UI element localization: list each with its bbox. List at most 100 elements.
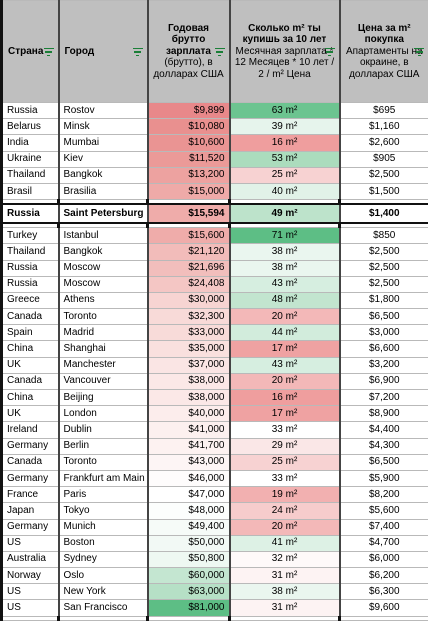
salary-cell[interactable]: $11,520	[148, 151, 230, 167]
country-cell[interactable]: Russia	[2, 260, 59, 276]
price-cell[interactable]: $5,900	[340, 470, 428, 486]
city-cell[interactable]: Saint Petersburg	[59, 204, 148, 223]
sqm-cell[interactable]: 17 m²	[230, 406, 340, 422]
salary-cell[interactable]: $43,000	[148, 454, 230, 470]
city-cell[interactable]: San Francisco	[59, 600, 148, 616]
country-cell[interactable]: Thailand	[2, 167, 59, 183]
filter-icon[interactable]	[215, 48, 225, 57]
salary-cell[interactable]: $38,000	[148, 373, 230, 389]
sqm-cell[interactable]: 31 m²	[230, 600, 340, 616]
city-cell[interactable]: Vancouver	[59, 373, 148, 389]
sqm-cell[interactable]: 41 m²	[230, 535, 340, 551]
price-cell[interactable]: $9,600	[340, 600, 428, 616]
price-cell[interactable]: $6,000	[340, 551, 428, 567]
price-cell[interactable]: $6,500	[340, 454, 428, 470]
price-cell[interactable]: $6,900	[340, 373, 428, 389]
salary-cell[interactable]: $33,000	[148, 325, 230, 341]
sqm-cell[interactable]: 49 m²	[230, 204, 340, 223]
sqm-cell[interactable]: 24 m²	[230, 503, 340, 519]
price-cell[interactable]: $1,500	[340, 183, 428, 199]
salary-cell[interactable]: $63,000	[148, 584, 230, 600]
sqm-cell[interactable]: 33 m²	[230, 422, 340, 438]
price-cell[interactable]: $7,400	[340, 519, 428, 535]
city-cell[interactable]: Sydney	[59, 551, 148, 567]
sqm-cell[interactable]: 53 m²	[230, 151, 340, 167]
sqm-cell[interactable]: 38 m²	[230, 584, 340, 600]
city-cell[interactable]: Istanbul	[59, 228, 148, 244]
country-cell[interactable]: China	[2, 341, 59, 357]
city-cell[interactable]: Toronto	[59, 309, 148, 325]
price-cell[interactable]: $8,200	[340, 487, 428, 503]
price-cell[interactable]: $1,400	[340, 204, 428, 223]
sqm-cell[interactable]: 31 m²	[230, 568, 340, 584]
header-country[interactable]: Страна	[2, 1, 59, 103]
header-sqm[interactable]: Сколько m² ты купишь за 10 лет Месячная …	[230, 1, 340, 103]
country-cell[interactable]: India	[2, 135, 59, 151]
salary-cell[interactable]: $21,696	[148, 260, 230, 276]
header-price[interactable]: Цена за m² покупка Апартаменты на окраин…	[340, 1, 428, 103]
city-cell[interactable]: Madrid	[59, 325, 148, 341]
country-cell[interactable]: Norway	[2, 568, 59, 584]
price-cell[interactable]: $6,300	[340, 584, 428, 600]
country-cell[interactable]: Russia	[2, 204, 59, 223]
salary-cell[interactable]: $15,600	[148, 228, 230, 244]
salary-cell[interactable]: $9,899	[148, 103, 230, 119]
country-cell[interactable]: Brasil	[2, 183, 59, 199]
country-cell[interactable]: France	[2, 487, 59, 503]
city-cell[interactable]: Brasilia	[59, 183, 148, 199]
sqm-cell[interactable]: 29 m²	[230, 438, 340, 454]
country-cell[interactable]: Thailand	[2, 244, 59, 260]
city-cell[interactable]: Toronto	[59, 454, 148, 470]
city-cell[interactable]: Bangkok	[59, 167, 148, 183]
country-cell[interactable]: Canada	[2, 309, 59, 325]
sqm-cell[interactable]: 16 m²	[230, 390, 340, 406]
country-cell[interactable]: Ukraine	[2, 151, 59, 167]
sqm-cell[interactable]: 20 m²	[230, 373, 340, 389]
price-cell[interactable]: $695	[340, 103, 428, 119]
price-cell[interactable]: $6,600	[340, 341, 428, 357]
sqm-cell[interactable]: 43 m²	[230, 276, 340, 292]
sqm-cell[interactable]: 40 m²	[230, 183, 340, 199]
city-cell[interactable]: Bangkok	[59, 244, 148, 260]
filter-icon[interactable]	[325, 48, 335, 57]
city-cell[interactable]: Athens	[59, 292, 148, 308]
sqm-cell[interactable]: 38 m²	[230, 260, 340, 276]
city-cell[interactable]: Beijing	[59, 390, 148, 406]
country-cell[interactable]: Canada	[2, 373, 59, 389]
salary-cell[interactable]: $10,080	[148, 119, 230, 135]
sqm-cell[interactable]: 63 m²	[230, 103, 340, 119]
city-cell[interactable]: New York	[59, 584, 148, 600]
city-cell[interactable]: Shanghai	[59, 341, 148, 357]
filter-icon[interactable]	[44, 48, 54, 57]
country-cell[interactable]: Germany	[2, 519, 59, 535]
salary-cell[interactable]: $50,000	[148, 535, 230, 551]
price-cell[interactable]: $2,500	[340, 244, 428, 260]
city-cell[interactable]: Moscow	[59, 276, 148, 292]
sqm-cell[interactable]: 20 m²	[230, 519, 340, 535]
sqm-cell[interactable]: 33 m²	[230, 470, 340, 486]
city-cell[interactable]: Rostov	[59, 103, 148, 119]
salary-cell[interactable]: $13,200	[148, 167, 230, 183]
country-cell[interactable]: Spain	[2, 325, 59, 341]
sqm-cell[interactable]: 16 m²	[230, 135, 340, 151]
country-cell[interactable]: Russia	[2, 276, 59, 292]
salary-cell[interactable]: $50,800	[148, 551, 230, 567]
country-cell[interactable]: Germany	[2, 470, 59, 486]
country-cell[interactable]: US	[2, 584, 59, 600]
salary-cell[interactable]: $15,000	[148, 183, 230, 199]
